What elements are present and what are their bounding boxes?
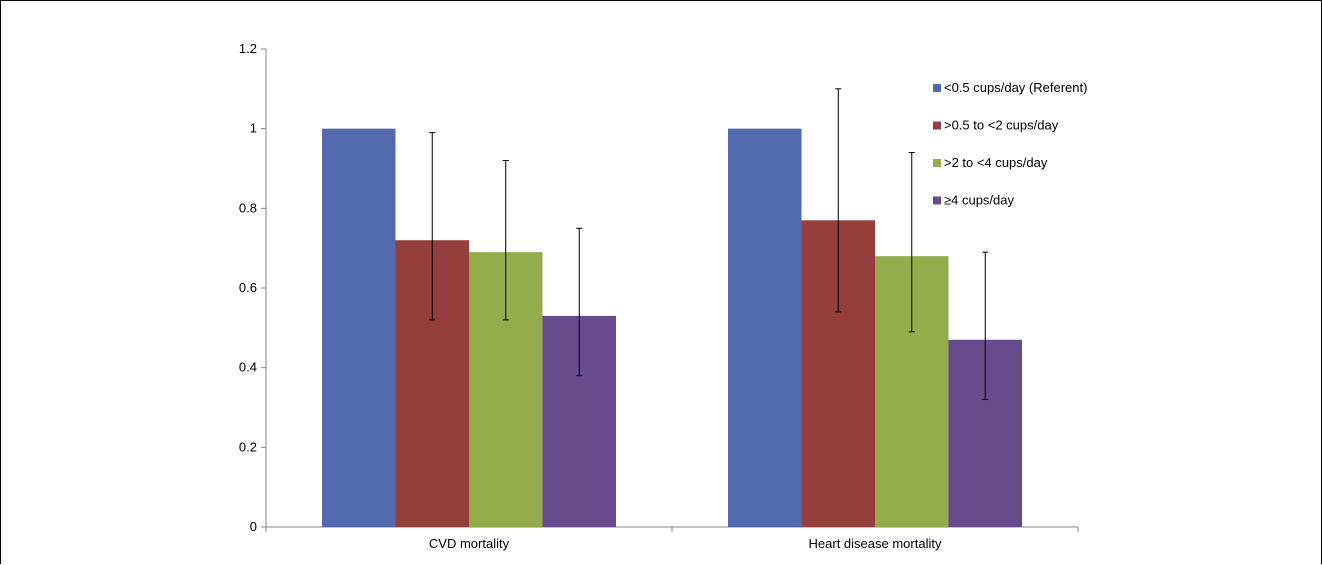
legend-label: >2 to <4 cups/day (944, 155, 1048, 170)
x-category-label: Heart disease mortality (809, 536, 942, 551)
legend-label: <0.5 cups/day (Referent) (944, 80, 1087, 95)
y-tick-label: 0.4 (239, 360, 257, 375)
legend-label: ≥4 cups/day (944, 193, 1015, 208)
legend-swatch (933, 159, 941, 167)
y-tick-label: 1.2 (239, 41, 257, 56)
x-category-label: CVD mortality (429, 536, 510, 551)
y-tick-label: 1 (250, 121, 257, 136)
legend-label: >0.5 to <2 cups/day (944, 118, 1059, 133)
legend-swatch (933, 84, 941, 92)
y-tick-label: 0.8 (239, 200, 257, 215)
y-tick-label: 0.2 (239, 439, 257, 454)
legend-swatch (933, 121, 941, 130)
y-tick-label: 0 (250, 519, 257, 534)
legend-swatch (933, 196, 941, 205)
bar (728, 128, 802, 527)
bar (322, 128, 396, 527)
y-tick-label: 0.6 (239, 280, 257, 295)
